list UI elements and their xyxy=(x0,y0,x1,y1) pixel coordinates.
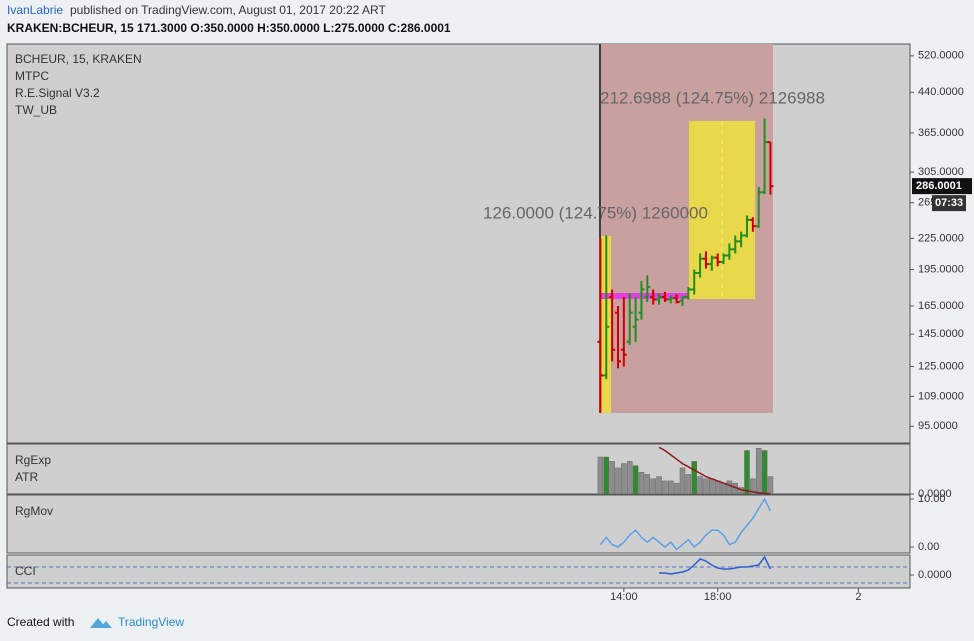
volume-bar xyxy=(744,450,750,495)
x-tick-label: 14:00 xyxy=(610,591,638,603)
author[interactable]: IvanLabrie xyxy=(7,3,63,17)
y-tick-label: 440.0000 xyxy=(918,86,964,98)
legend: RgMov xyxy=(15,504,53,518)
indicator: TW_UB xyxy=(15,103,57,117)
logo xyxy=(90,618,112,628)
price-tag xyxy=(912,178,972,195)
x-tick-label: 18:00 xyxy=(704,591,732,603)
volume-bar xyxy=(679,467,686,495)
volume-bar xyxy=(668,480,674,495)
y-tick-label: 305.0000 xyxy=(918,166,964,178)
publish-info: published on TradingView.com, August 01,… xyxy=(70,3,386,17)
volume-bar xyxy=(691,461,697,495)
y-tick-label: 95.0000 xyxy=(918,420,958,432)
volume-bar xyxy=(650,478,656,495)
indicator-line xyxy=(599,497,772,551)
legend: CCI xyxy=(15,564,36,578)
y-tick-label: 0.00 xyxy=(918,541,939,553)
pane-title: BCHEUR, 15, KRAKEN xyxy=(15,52,142,66)
volume-bar xyxy=(697,476,703,495)
legend: RgExp xyxy=(15,453,51,467)
y-tick-label: 125.0000 xyxy=(918,360,964,372)
volume-bar xyxy=(703,478,709,495)
legend: ATR xyxy=(15,470,38,484)
volume-bar xyxy=(656,476,662,495)
volume-bar xyxy=(609,461,615,495)
volume-bar xyxy=(662,480,668,495)
volume-bar xyxy=(714,480,721,495)
volume-bar xyxy=(603,456,610,495)
y-tick-label: 109.0000 xyxy=(918,390,964,402)
volume-bar xyxy=(673,482,680,495)
y-tick-label: 165.0000 xyxy=(918,300,964,312)
volume-bar xyxy=(632,465,639,495)
price-tag-label: 286.0001 xyxy=(916,180,962,192)
volume-bar xyxy=(709,478,715,495)
volume-bar xyxy=(621,463,627,495)
y-tick-label: 0.0000 xyxy=(918,569,952,581)
atr-line xyxy=(658,446,771,495)
volume-bar xyxy=(638,472,645,495)
volume-bar xyxy=(644,474,651,495)
volume-bar xyxy=(755,448,762,495)
volume-bar xyxy=(720,482,727,495)
indicator: R.E.Signal V3.2 xyxy=(15,86,100,100)
indicator-line xyxy=(659,555,772,575)
volume-bar xyxy=(685,474,692,495)
volume-bar xyxy=(597,456,604,495)
y-tick-label: 10.00 xyxy=(918,493,946,505)
x-tick-label: 2 xyxy=(855,591,861,603)
volume-bar xyxy=(726,480,733,495)
annotation: 126.0000 (124.75%) 1260000 xyxy=(483,203,708,222)
rgmov-pane xyxy=(6,494,911,554)
y-tick-label: 365.0000 xyxy=(918,127,964,139)
annotation: 212.6988 (124.75%) 2126988 xyxy=(600,88,825,107)
y-tick-label: 195.0000 xyxy=(918,263,964,275)
volume-bar xyxy=(615,467,621,495)
footer-text: Created with xyxy=(7,615,74,629)
volume-bar xyxy=(767,476,774,495)
y-tick-label: 520.0000 xyxy=(918,50,964,62)
volume-bar xyxy=(626,461,633,495)
y-tick-label: 225.0000 xyxy=(918,232,964,244)
volume-bar xyxy=(761,450,768,495)
footer-brand[interactable]: TradingView xyxy=(118,615,184,629)
y-tick-label: 145.0000 xyxy=(918,328,964,340)
y-tick-label: 0.0000 xyxy=(918,488,952,500)
indicator: MTPC xyxy=(15,69,49,83)
symbol-line: KRAKEN:BCHEUR, 15 171.3000 O:350.0000 H:… xyxy=(7,21,451,35)
rgexp-pane xyxy=(6,443,911,495)
countdown: 07:33 xyxy=(935,197,963,209)
volume-bar xyxy=(750,478,756,495)
countdown-tag xyxy=(932,195,966,212)
